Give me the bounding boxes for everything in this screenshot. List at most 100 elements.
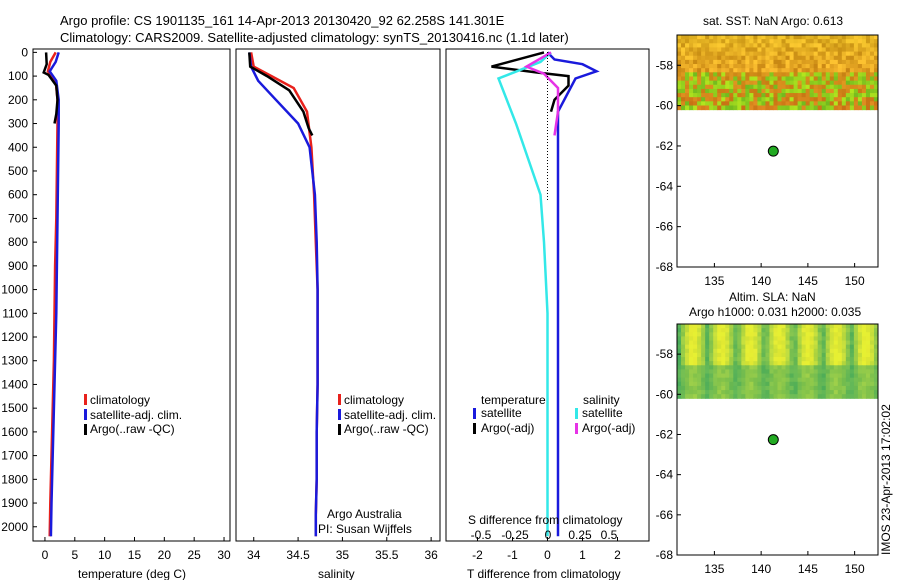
heatmap-cell [697, 80, 702, 86]
heatmap-cell [741, 64, 746, 69]
heatmap-cell [869, 352, 875, 358]
heatmap-cell [809, 64, 815, 69]
heatmap-cell [801, 328, 807, 333]
heatmap-cell [737, 381, 742, 387]
heatmap-cell [717, 361, 722, 366]
heatmap-cell [717, 80, 722, 86]
heatmap-cell [785, 93, 791, 98]
heatmap-cell [825, 324, 831, 329]
heatmap-cell [785, 369, 791, 375]
heatmap-cell [797, 373, 803, 379]
heatmap-cell [709, 76, 714, 82]
heatmap-cell [713, 93, 718, 98]
heatmap-cell [685, 357, 690, 362]
heatmap-cell [825, 332, 831, 337]
heatmap-cell [705, 390, 710, 395]
heatmap-cell [825, 43, 831, 48]
heatmap-cell [733, 369, 738, 375]
heatmap-cell [677, 361, 682, 366]
heatmap-cell [845, 97, 851, 102]
heatmap-cell [681, 55, 686, 61]
salinity-plot-frame [235, 48, 441, 542]
heatmap-cell [849, 93, 855, 98]
heatmap-cell [841, 348, 847, 354]
heatmap-cell [837, 84, 843, 90]
heatmap-cell [697, 352, 702, 358]
heatmap-cell [757, 332, 762, 337]
heatmap-cell [741, 47, 746, 53]
heatmap-cell [777, 93, 783, 98]
heatmap-cell [857, 101, 863, 106]
heatmap-cell [769, 394, 774, 399]
heatmap-cell [817, 357, 823, 362]
heatmap-cell [829, 97, 835, 102]
heatmap-cell [841, 340, 847, 346]
heatmap-cell [769, 381, 774, 387]
heatmap-cell [853, 336, 859, 342]
heatmap-cell [829, 344, 835, 350]
heatmap-cell [809, 377, 815, 383]
heatmap-cell [757, 55, 762, 61]
heatmap-cell [809, 35, 815, 40]
heatmap-cell [757, 324, 762, 329]
heatmap-cell [805, 336, 811, 342]
heatmap-cell [765, 47, 770, 53]
heatmap-cell [801, 394, 807, 399]
legend-swatch-t-satellite [473, 408, 476, 419]
heatmap-cell [693, 369, 698, 375]
heatmap-cell [693, 72, 698, 77]
heatmap-cell [869, 324, 875, 329]
heatmap-cell [809, 80, 815, 86]
heatmap-cell [781, 381, 787, 387]
heatmap-cell [785, 105, 791, 111]
heatmap-cell [701, 352, 706, 358]
heatmap-cell [749, 105, 754, 111]
sst-map-frame [676, 34, 879, 268]
heatmap-cell [865, 336, 871, 342]
heatmap-cell [773, 381, 778, 387]
heatmap-cell [705, 55, 710, 61]
heatmap-cell [845, 68, 851, 73]
lon-tick-label: 145 [798, 562, 818, 576]
heatmap-cell [869, 59, 875, 65]
heatmap-cell [737, 88, 742, 94]
heatmap-cell [741, 361, 746, 366]
heatmap-cell [685, 328, 690, 333]
heatmap-cell [849, 332, 855, 337]
heatmap-cell [697, 68, 702, 73]
heatmap-cell [681, 394, 686, 399]
heatmap-cell [813, 373, 819, 379]
heatmap-cell [677, 385, 682, 391]
heatmap-cell [681, 340, 686, 346]
heatmap-cell [845, 59, 851, 65]
heatmap-cell [741, 365, 746, 370]
heatmap-cell [737, 328, 742, 333]
heatmap-cell [709, 381, 714, 387]
heatmap-cell [721, 390, 726, 395]
heatmap-cell [813, 64, 819, 69]
heatmap-cell [745, 84, 750, 90]
heatmap-cell [689, 377, 694, 383]
heatmap-cell [821, 332, 827, 337]
heatmap-cell [745, 43, 750, 48]
heatmap-cell [813, 80, 819, 86]
heatmap-cell [821, 88, 827, 94]
heatmap-cell [701, 88, 706, 94]
heatmap-cell [701, 105, 706, 111]
heatmap-cell [717, 390, 722, 395]
heatmap-cell [805, 328, 811, 333]
heatmap-cell [721, 97, 726, 102]
legend-label-t-satellite: satellite [481, 406, 522, 420]
heatmap-cell [729, 361, 734, 366]
depth-tick-label: 1400 [1, 377, 28, 391]
heatmap-cell [761, 93, 766, 98]
heatmap-cell [797, 344, 803, 350]
heatmap-cell [773, 357, 778, 362]
heatmap-cell [817, 390, 823, 395]
heatmap-cell [697, 369, 702, 375]
heatmap-cell [801, 377, 807, 383]
heatmap-cell [777, 47, 783, 53]
heatmap-cell [677, 381, 682, 387]
heatmap-cell [781, 39, 787, 44]
heatmap-cell [737, 59, 742, 65]
